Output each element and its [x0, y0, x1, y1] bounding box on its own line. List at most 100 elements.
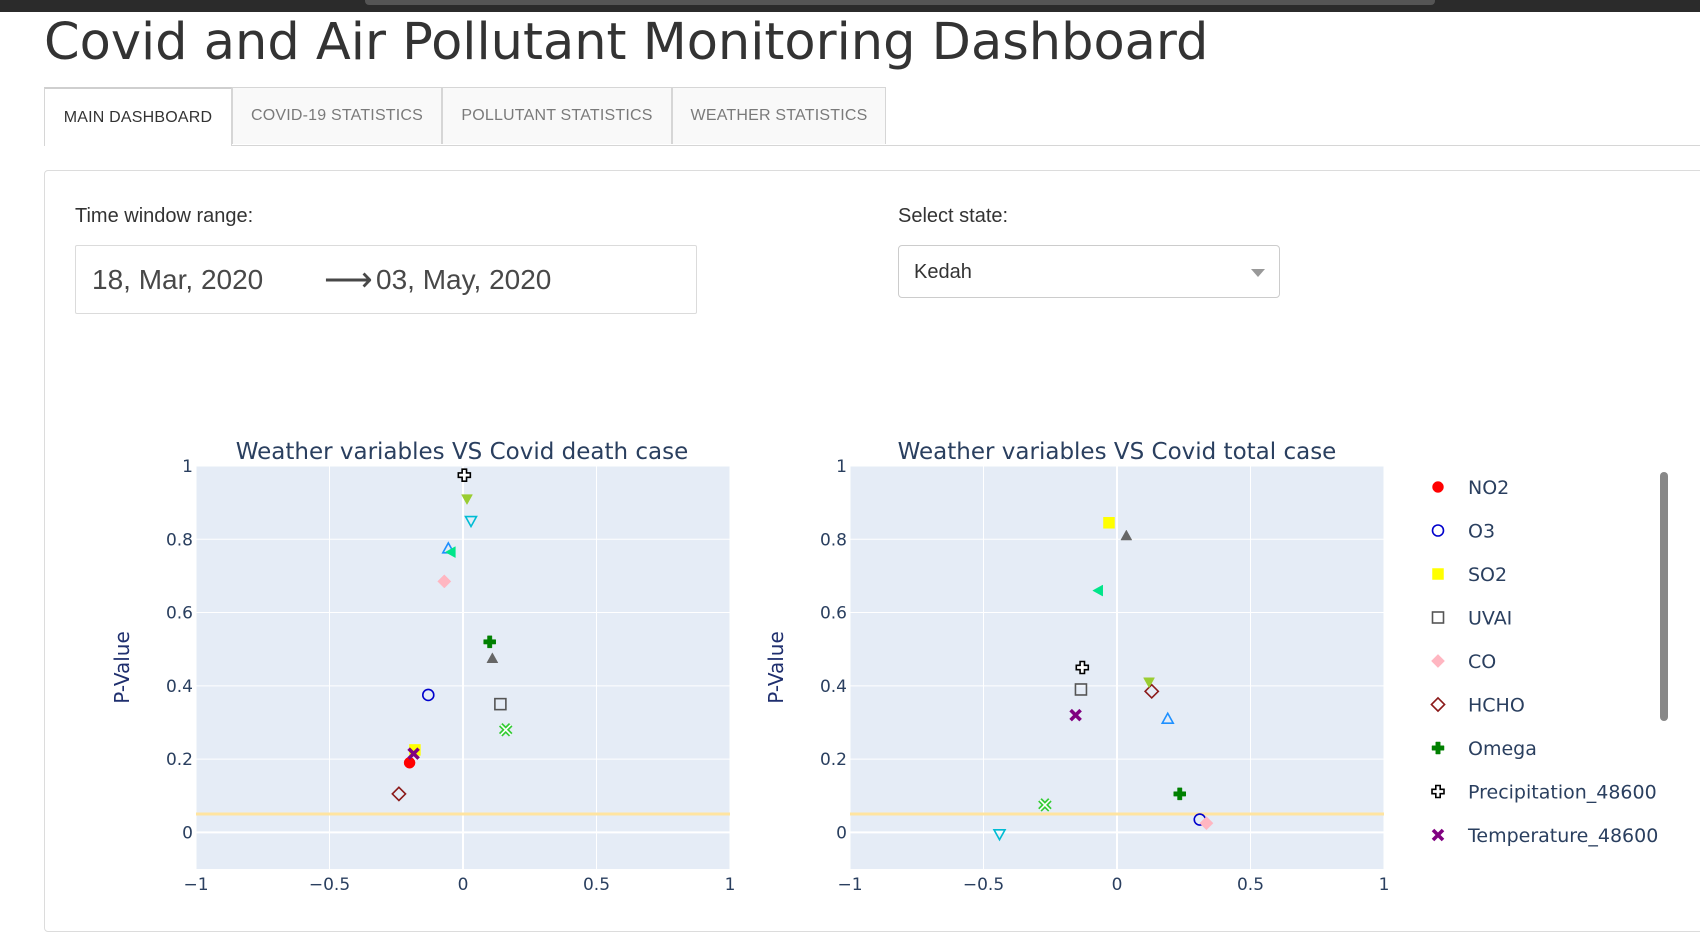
legend: NO2 O3 SO2 UVAI CO HCHO Omega Precipitation_486…: [1430, 477, 1658, 847]
legend-label: Precipitation_48600: [1468, 782, 1657, 804]
data-point[interactable]: [1199, 816, 1214, 831]
data-point[interactable]: [1143, 677, 1155, 689]
data-point[interactable]: [1074, 683, 1088, 696]
y-tick-label: 0.4: [166, 677, 193, 697]
browser-top-bar: [0, 0, 1700, 12]
legend-item[interactable]: HCHO: [1430, 695, 1525, 717]
data-point[interactable]: [1120, 529, 1133, 541]
legend-label: UVAI: [1468, 608, 1512, 630]
legend-item[interactable]: O3: [1431, 521, 1496, 543]
legend-item[interactable]: Precipitation_48600: [1431, 782, 1657, 804]
data-point[interactable]: [437, 574, 452, 589]
legend-label: CO: [1468, 651, 1496, 673]
legend-label: NO2: [1468, 477, 1509, 499]
legend-marker[interactable]: [1431, 741, 1445, 755]
legend-marker[interactable]: [1431, 828, 1445, 842]
scatter-chart-1: 0 0.2 0.4 0.6 0.8 1 −1 −0.5 0 0.5 1 Weather variabl…: [110, 439, 735, 895]
data-point[interactable]: [444, 546, 456, 559]
legend-marker[interactable]: [1431, 654, 1445, 668]
y-tick-label: 0: [836, 823, 847, 843]
y-tick-label: 0.2: [820, 750, 847, 770]
legend-label: HCHO: [1468, 695, 1525, 717]
data-point[interactable]: [1092, 584, 1103, 597]
y-tick-label: 0.6: [820, 604, 847, 624]
legend-marker[interactable]: [1431, 611, 1445, 624]
start-date-input[interactable]: 18, Mar, 2020: [92, 264, 264, 295]
y-tick-label: 0.8: [166, 530, 193, 550]
data-point[interactable]: [1069, 708, 1082, 722]
data-point[interactable]: [461, 494, 473, 505]
x-tick-label: 1: [1379, 875, 1390, 895]
y-tick-label: 0.8: [820, 530, 847, 550]
data-point[interactable]: [494, 697, 507, 711]
tab-pollutant-statistics[interactable]: POLLUTANT STATISTICS: [442, 87, 672, 144]
legend-item[interactable]: NO2: [1432, 477, 1510, 499]
tab-main-dashboard[interactable]: MAIN DASHBOARD: [44, 87, 232, 146]
legend-item[interactable]: Omega: [1431, 738, 1537, 760]
y-tick-label: 0.2: [166, 750, 193, 770]
chevron-down-icon[interactable]: [1251, 269, 1265, 277]
x-tick-label: −0.5: [309, 875, 350, 895]
data-point[interactable]: [457, 468, 472, 482]
legend-marker[interactable]: [1430, 696, 1446, 713]
arrow-right-icon: ⟶: [324, 261, 373, 299]
data-point[interactable]: [992, 828, 1007, 842]
tab-weather-statistics[interactable]: WEATHER STATISTICS: [672, 87, 886, 144]
data-point[interactable]: [483, 635, 496, 649]
date-range-picker[interactable]: 18, Mar, 2020 ⟶ 03, May, 2020: [75, 245, 697, 314]
x-tick-label: 0: [1112, 875, 1123, 895]
data-point[interactable]: [486, 652, 499, 663]
x-tick-label: −0.5: [963, 875, 1004, 895]
chart-title: Weather variables VS Covid death case: [236, 439, 689, 465]
tab-bar: MAIN DASHBOARD COVID-19 STATISTICS POLLU…: [44, 87, 1700, 146]
state-dropdown-value: Kedah: [914, 261, 972, 283]
legend-label: O3: [1468, 521, 1495, 543]
data-point[interactable]: [421, 688, 435, 702]
legend-item[interactable]: CO: [1431, 651, 1496, 673]
data-point[interactable]: [1075, 660, 1090, 675]
y-tick-label: 0: [182, 823, 193, 843]
data-point[interactable]: [1143, 683, 1160, 700]
y-tick-label: 0.6: [166, 604, 193, 624]
data-point[interactable]: [464, 515, 478, 529]
y-axis-label: P-Value: [110, 631, 134, 704]
data-point[interactable]: [1038, 798, 1052, 812]
legend-marker[interactable]: [1432, 568, 1444, 580]
data-point[interactable]: [391, 786, 407, 802]
legend-item[interactable]: UVAI: [1431, 608, 1513, 630]
x-tick-label: −1: [837, 875, 862, 895]
data-point[interactable]: [498, 723, 513, 737]
legend-scrollbar[interactable]: [1660, 472, 1668, 721]
data-point[interactable]: [407, 747, 420, 760]
legend-marker[interactable]: [1432, 481, 1444, 493]
legend-label: Omega: [1468, 738, 1537, 760]
y-axis-label: P-Value: [764, 631, 788, 704]
state-dropdown[interactable]: Kedah: [898, 245, 1280, 298]
page-title: Covid and Air Pollutant Monitoring Dashb…: [44, 13, 1209, 72]
y-tick-label: 0.4: [820, 677, 847, 697]
legend-marker[interactable]: [1431, 784, 1445, 799]
select-state-label: Select state:: [898, 205, 1009, 227]
legend-item[interactable]: SO2: [1432, 564, 1508, 586]
charts-canvas: 0 0.2 0.4 0.6 0.8 1 −1 −0.5 0 0.5 1 Weather variabl…: [110, 439, 1658, 895]
tab-covid-19-statistics[interactable]: COVID-19 STATISTICS: [232, 87, 442, 144]
x-tick-label: −1: [183, 875, 208, 895]
x-tick-label: 0.5: [583, 875, 610, 895]
legend-marker[interactable]: [1431, 524, 1445, 537]
y-tick-label: 1: [182, 457, 193, 477]
browser-url-bar[interactable]: [365, 0, 1435, 5]
scatter-chart-2: 0 0.2 0.4 0.6 0.8 1 −1 −0.5 0 0.5 1 Weather variabl…: [764, 439, 1389, 895]
data-point[interactable]: [1173, 787, 1186, 801]
x-tick-label: 0.5: [1237, 875, 1264, 895]
x-tick-label: 0: [458, 875, 469, 895]
y-tick-label: 1: [836, 457, 847, 477]
x-tick-label: 1: [725, 875, 736, 895]
data-point[interactable]: [1160, 711, 1175, 724]
end-date-input[interactable]: 03, May, 2020: [376, 264, 552, 295]
chart-title: Weather variables VS Covid total case: [898, 439, 1337, 465]
legend-label: Temperature_48600: [1467, 825, 1658, 847]
legend-label: SO2: [1468, 564, 1507, 586]
legend-item[interactable]: Temperature_48600: [1431, 825, 1658, 847]
data-point[interactable]: [1103, 517, 1115, 529]
time-window-label: Time window range:: [75, 205, 254, 227]
